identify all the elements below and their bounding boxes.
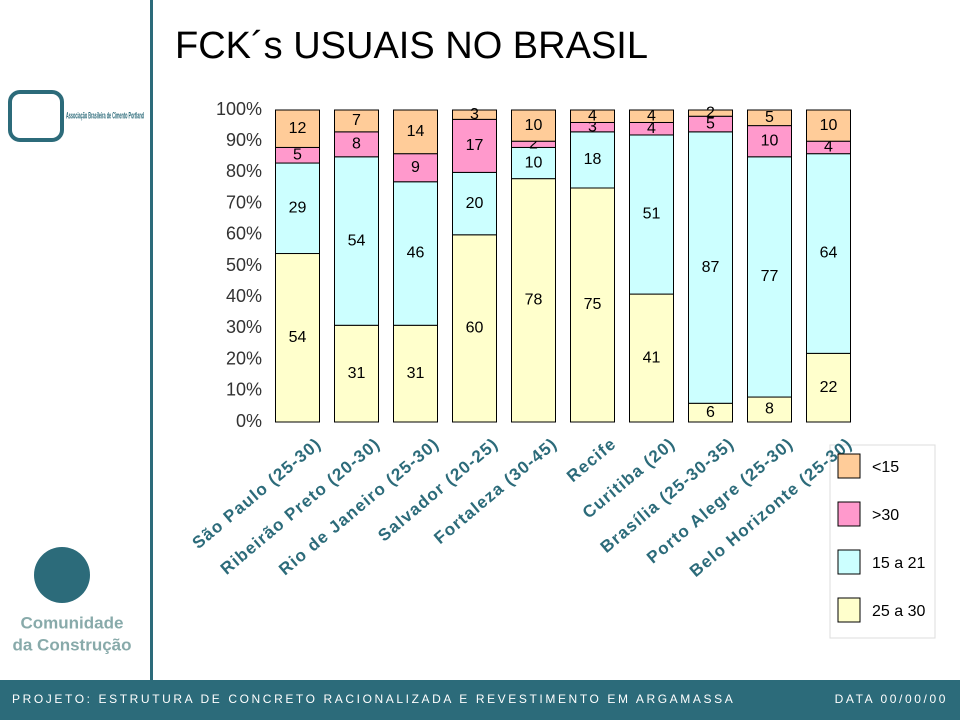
y-tick-label: 100% bbox=[216, 99, 262, 119]
data-label: 4 bbox=[647, 107, 656, 124]
data-label: 77 bbox=[761, 268, 779, 285]
data-label: 54 bbox=[289, 329, 307, 346]
data-label: 7 bbox=[352, 112, 361, 129]
bar-segment bbox=[806, 109, 851, 142]
bar-segment bbox=[452, 118, 497, 173]
bar-segment bbox=[275, 253, 320, 423]
bar-segment bbox=[570, 131, 615, 189]
bar-segment bbox=[334, 109, 379, 133]
data-label: 14 bbox=[407, 123, 425, 140]
bar-segment bbox=[452, 171, 497, 236]
y-tick-label: 50% bbox=[226, 255, 262, 275]
data-label: 78 bbox=[525, 292, 543, 309]
bar-segment bbox=[511, 178, 556, 423]
legend-swatch bbox=[837, 501, 861, 527]
chart-title: FCK´s USUAIS NO BRASIL bbox=[175, 25, 648, 67]
data-label: 10 bbox=[525, 117, 543, 134]
y-tick-label: 60% bbox=[226, 224, 262, 244]
data-label: 2 bbox=[529, 136, 538, 153]
legend-swatch bbox=[837, 597, 861, 623]
data-label: 31 bbox=[348, 365, 366, 382]
bar-segment bbox=[275, 109, 320, 148]
data-label: 4 bbox=[647, 120, 656, 137]
bar-segment bbox=[570, 187, 615, 423]
data-label: 46 bbox=[407, 245, 425, 262]
bar-segment bbox=[334, 324, 379, 423]
bar-segment bbox=[511, 109, 556, 142]
data-label: 5 bbox=[765, 109, 774, 126]
data-label: 2 bbox=[706, 104, 715, 121]
data-label: 87 bbox=[702, 259, 720, 276]
abcp-logo bbox=[8, 90, 64, 142]
bar-segment bbox=[452, 109, 497, 120]
data-label: 10 bbox=[525, 154, 543, 171]
y-tick-label: 10% bbox=[226, 380, 262, 400]
legend-label: <15 bbox=[872, 459, 899, 476]
y-tick-label: 0% bbox=[236, 411, 262, 431]
data-label: 22 bbox=[820, 379, 838, 396]
bar-segment bbox=[806, 352, 851, 423]
bar-segment bbox=[688, 131, 733, 404]
bar-segment bbox=[747, 396, 792, 423]
bar-segment bbox=[393, 324, 438, 423]
comunidade-logo bbox=[34, 547, 90, 603]
data-label: 4 bbox=[588, 107, 597, 124]
data-label: 41 bbox=[643, 349, 661, 366]
y-tick-label: 70% bbox=[226, 192, 262, 212]
y-tick-label: 80% bbox=[226, 161, 262, 181]
bar-segment bbox=[629, 134, 674, 295]
data-label: 29 bbox=[289, 199, 307, 216]
data-label: 9 bbox=[411, 159, 420, 176]
y-tick-label: 40% bbox=[226, 286, 262, 306]
abcp-name: Associação Brasileira de Cimento Portlan… bbox=[66, 110, 144, 120]
bar-segment bbox=[334, 156, 379, 326]
y-tick-label: 90% bbox=[226, 130, 262, 150]
data-label: 5 bbox=[706, 115, 715, 132]
bar-segment bbox=[747, 125, 792, 158]
bar-segment bbox=[570, 109, 615, 123]
legend-swatch bbox=[837, 453, 861, 479]
comunidade-text: da Construção bbox=[12, 635, 131, 654]
bar-segment bbox=[511, 146, 556, 180]
legend-label: >30 bbox=[872, 507, 899, 524]
data-label: 54 bbox=[348, 232, 366, 249]
bar-segment bbox=[334, 131, 379, 158]
data-label: 60 bbox=[466, 320, 484, 337]
data-label: 12 bbox=[289, 120, 307, 137]
bar-segment bbox=[393, 153, 438, 183]
data-label: 17 bbox=[466, 137, 484, 154]
data-label: 20 bbox=[466, 195, 484, 212]
legend-label: 15 a 21 bbox=[872, 555, 925, 572]
y-tick-label: 30% bbox=[226, 317, 262, 337]
bar-segment bbox=[747, 156, 792, 398]
bar-segment bbox=[393, 109, 438, 155]
y-tick-label: 20% bbox=[226, 348, 262, 368]
footer-date: DATA 00/00/00 bbox=[835, 692, 948, 706]
bar-segment bbox=[688, 109, 733, 117]
data-label: 8 bbox=[352, 136, 361, 153]
bar-segment bbox=[747, 109, 792, 127]
data-label: 5 bbox=[293, 146, 302, 163]
data-label: 3 bbox=[588, 118, 597, 135]
comunidade-text: Comunidade bbox=[21, 613, 124, 632]
data-label: 4 bbox=[824, 139, 833, 156]
legend-swatch bbox=[837, 549, 861, 575]
data-label: 18 bbox=[584, 151, 602, 168]
data-label: 31 bbox=[407, 365, 425, 382]
bar-segment bbox=[393, 181, 438, 326]
data-label: 10 bbox=[761, 132, 779, 149]
data-label: 6 bbox=[706, 404, 715, 421]
data-label: 64 bbox=[820, 245, 838, 262]
data-label: 8 bbox=[765, 401, 774, 418]
data-label: 10 bbox=[820, 117, 838, 134]
legend-label: 25 a 30 bbox=[872, 603, 925, 620]
bar-segment bbox=[629, 109, 674, 123]
footer-project: PROJETO: ESTRUTURA DE CONCRETO RACIONALI… bbox=[12, 692, 735, 706]
data-label: 51 bbox=[643, 206, 661, 223]
data-label: 75 bbox=[584, 296, 602, 313]
data-label: 3 bbox=[470, 106, 479, 123]
